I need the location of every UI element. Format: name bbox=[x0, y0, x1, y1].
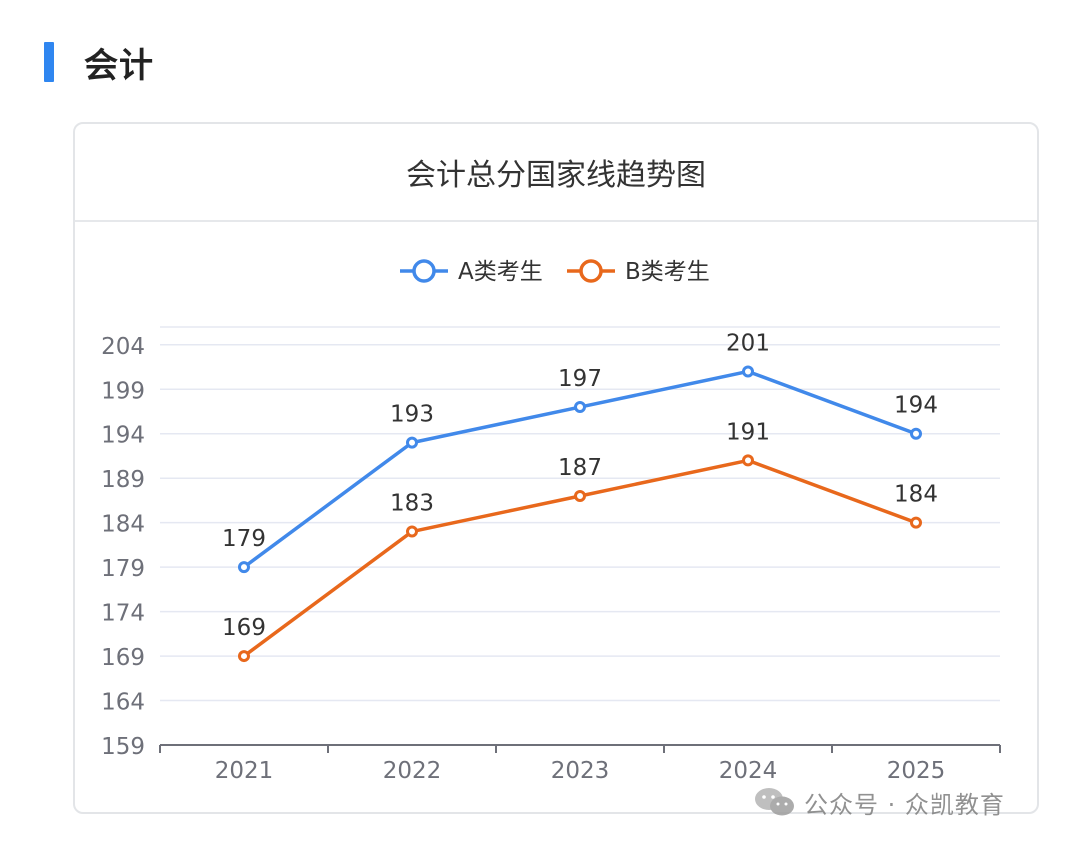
data-label: 184 bbox=[894, 482, 938, 508]
y-tick-label: 199 bbox=[101, 378, 145, 404]
y-tick-label: 159 bbox=[101, 734, 145, 760]
wechat-icon bbox=[755, 788, 794, 816]
x-tick-label: 2022 bbox=[383, 758, 442, 784]
series-line bbox=[242, 458, 917, 658]
series-a: 179 193 197 201 194 bbox=[222, 330, 938, 574]
data-point[interactable] bbox=[742, 454, 754, 467]
data-point[interactable] bbox=[238, 561, 250, 574]
legend-item-a[interactable]: A类考生 bbox=[400, 259, 543, 285]
y-tick-label: 169 bbox=[101, 645, 145, 671]
x-tick-label: 2021 bbox=[215, 758, 274, 784]
legend-marker-icon bbox=[579, 259, 603, 283]
legend-marker-icon bbox=[412, 259, 436, 283]
section-header: 会计 bbox=[44, 40, 154, 86]
y-tick-label: 174 bbox=[101, 601, 145, 627]
data-point[interactable] bbox=[406, 525, 418, 538]
watermark-text: 公众号 · 众凯教育 bbox=[804, 790, 1005, 819]
data-label: 187 bbox=[558, 455, 602, 481]
watermark: 公众号 · 众凯教育 bbox=[752, 782, 1005, 822]
data-point[interactable] bbox=[910, 427, 922, 440]
series-b: 169 183 187 191 184 bbox=[222, 419, 938, 663]
data-point[interactable] bbox=[406, 436, 418, 449]
data-point[interactable] bbox=[742, 365, 754, 378]
section-title: 会计 bbox=[84, 45, 154, 86]
y-tick-label: 194 bbox=[101, 423, 145, 449]
data-point[interactable] bbox=[574, 401, 586, 414]
y-tick-label: 179 bbox=[101, 556, 145, 582]
data-label: 197 bbox=[558, 366, 602, 392]
data-label: 193 bbox=[390, 402, 434, 428]
data-label: 201 bbox=[726, 330, 770, 356]
chart-grid bbox=[160, 326, 1000, 702]
data-label: 169 bbox=[222, 615, 266, 641]
y-tick-label: 189 bbox=[101, 467, 145, 493]
x-tick-label: 2025 bbox=[887, 758, 946, 784]
y-tick-label: 204 bbox=[101, 334, 145, 360]
data-point[interactable] bbox=[910, 516, 922, 529]
data-point[interactable] bbox=[574, 489, 586, 502]
chart-legend[interactable]: A类考生 B类考生 bbox=[400, 259, 710, 285]
data-label: 179 bbox=[222, 526, 266, 552]
y-tick-label: 164 bbox=[101, 690, 145, 716]
chart-card-header: 会计总分国家线趋势图 bbox=[75, 124, 1037, 222]
x-axis: 2021 2022 2023 2024 2025 bbox=[159, 744, 1001, 784]
legend-item-b[interactable]: B类考生 bbox=[567, 259, 710, 285]
x-tick-label: 2024 bbox=[719, 758, 778, 784]
chart-card: 会计总分国家线趋势图 bbox=[73, 122, 1039, 814]
data-label: 183 bbox=[390, 491, 434, 517]
data-label: 191 bbox=[726, 419, 770, 445]
chart-series: 179 193 197 201 194 169 183 187 191 184 bbox=[222, 330, 938, 663]
data-label: 194 bbox=[894, 393, 938, 419]
chart-title: 会计总分国家线趋势图 bbox=[406, 158, 706, 193]
x-tick-label: 2023 bbox=[551, 758, 610, 784]
y-axis: 159 164 169 174 179 184 189 194 199 204 bbox=[101, 334, 145, 760]
data-point[interactable] bbox=[238, 650, 250, 663]
section-accent-bar bbox=[44, 42, 54, 82]
legend-label: B类考生 bbox=[625, 259, 710, 285]
y-tick-label: 184 bbox=[101, 512, 145, 538]
legend-label: A类考生 bbox=[458, 259, 543, 285]
